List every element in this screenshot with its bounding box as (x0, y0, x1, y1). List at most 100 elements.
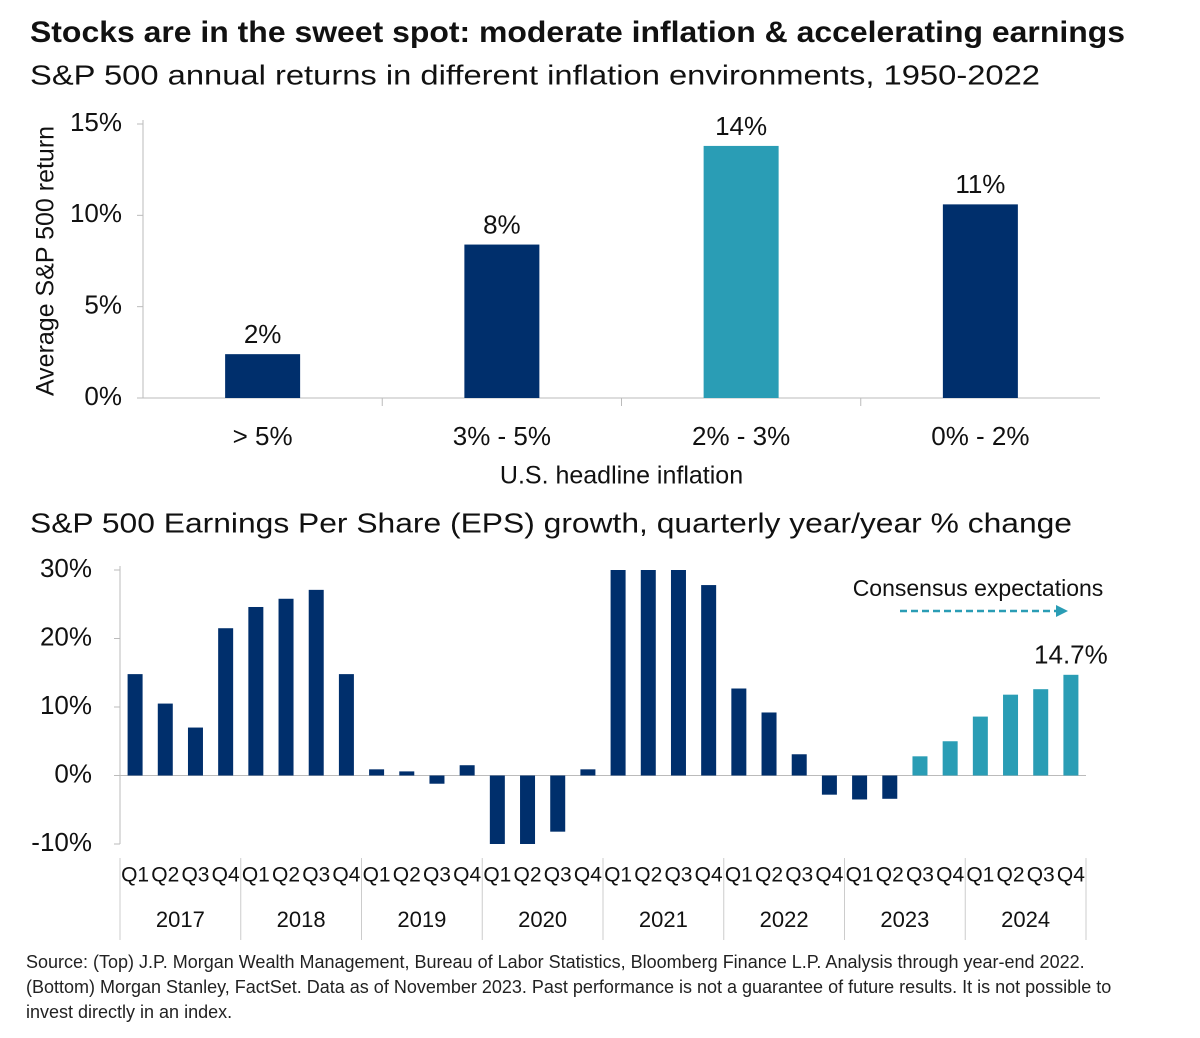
bar (670, 570, 686, 776)
x-tick-label: Q3 (785, 864, 813, 887)
x-tick-label: Q4 (574, 864, 602, 887)
x-group-label: 2019 (397, 907, 446, 932)
x-tick-label: Q3 (906, 864, 934, 887)
y-tick-label: 0% (84, 381, 122, 411)
bar (218, 628, 234, 776)
x-tick-label: Q1 (363, 864, 391, 887)
bar (821, 775, 837, 795)
bar (399, 771, 415, 776)
x-tick-label: Q2 (997, 864, 1025, 887)
x-group-label: 2024 (1001, 907, 1050, 932)
bar (701, 585, 717, 776)
bar (550, 775, 566, 832)
x-tick-label: Q1 (121, 864, 149, 887)
bar (459, 765, 475, 776)
bar (942, 741, 958, 776)
x-tick-label: Q1 (242, 864, 270, 887)
y-axis-label: Average S&P 500 return (32, 126, 60, 396)
x-tick-label: Q4 (212, 864, 240, 887)
y-tick-label: 5% (84, 290, 122, 320)
bar (942, 204, 1018, 398)
x-tick-label: Q1 (725, 864, 753, 887)
x-tick-label: Q2 (755, 864, 783, 887)
chart: Stocks are in the sweet spot: moderate i… (30, 16, 1125, 940)
x-tick-label: 2% - 3% (692, 421, 790, 451)
x-tick-label: Q3 (1027, 864, 1055, 887)
y-tick-label: 20% (40, 621, 92, 651)
x-tick-label: Q4 (332, 864, 360, 887)
x-tick-label: Q3 (664, 864, 692, 887)
bar (248, 606, 264, 776)
x-tick-label: Q4 (936, 864, 964, 887)
y-tick-label: 10% (40, 690, 92, 720)
bar (610, 570, 626, 776)
x-tick-label: 3% - 5% (453, 421, 551, 451)
data-label: 14% (715, 111, 767, 141)
annotation: Consensus expectations (853, 575, 1104, 601)
bar (912, 756, 928, 776)
bar (429, 775, 445, 784)
x-tick-label: Q3 (302, 864, 330, 887)
bar (731, 688, 747, 776)
bar (852, 775, 868, 800)
x-tick-label: Q3 (544, 864, 572, 887)
y-tick-label: -10% (31, 827, 92, 857)
x-tick-label: Q2 (393, 864, 421, 887)
x-tick-label: Q3 (181, 864, 209, 887)
x-group-label: 2022 (760, 907, 809, 932)
chart-subtitle: S&P 500 annual returns in different infl… (30, 59, 1040, 90)
bar (761, 712, 777, 776)
x-tick-label: Q4 (453, 864, 481, 887)
x-tick-label: 0% - 2% (931, 421, 1029, 451)
x-tick-label: Q2 (272, 864, 300, 887)
bar (489, 775, 505, 844)
x-tick-label: Q4 (815, 864, 843, 887)
x-group-label: 2021 (639, 907, 688, 932)
x-axis-label: U.S. headline inflation (500, 462, 743, 490)
data-label: 14.7% (1034, 640, 1108, 670)
bar (127, 674, 143, 776)
x-tick-label: Q2 (634, 864, 662, 887)
data-label: 2% (244, 319, 282, 349)
bar (369, 769, 385, 776)
y-tick-label: 30% (40, 553, 92, 583)
x-tick-label: Q1 (966, 864, 994, 887)
bar (464, 244, 540, 398)
bar (791, 754, 807, 776)
x-tick-label: Q2 (876, 864, 904, 887)
x-group-label: 2018 (277, 907, 326, 932)
x-group-label: 2017 (156, 907, 205, 932)
x-tick-label: Q4 (695, 864, 723, 887)
bar (225, 354, 301, 398)
bar (308, 589, 324, 776)
x-tick-label: Q2 (514, 864, 542, 887)
x-tick-label: > 5% (233, 421, 293, 451)
bar (703, 145, 779, 398)
bar (1033, 689, 1049, 776)
bar (187, 727, 203, 776)
bar (882, 775, 898, 799)
source-note: Source: (Top) J.P. Morgan Wealth Managem… (26, 952, 1112, 1022)
x-tick-label: Q4 (1057, 864, 1085, 887)
data-label: 11% (955, 169, 1005, 199)
bar (1003, 694, 1019, 776)
x-tick-label: Q1 (846, 864, 874, 887)
data-label: 8% (483, 209, 521, 239)
x-group-label: 2020 (518, 907, 567, 932)
bar (972, 716, 988, 776)
page-title: Stocks are in the sweet spot: moderate i… (30, 16, 1125, 49)
x-tick-label: Q3 (423, 864, 451, 887)
y-tick-label: 15% (70, 107, 122, 137)
bar (580, 769, 596, 776)
bar (157, 703, 173, 776)
y-tick-label: 0% (54, 758, 92, 788)
bar (278, 598, 294, 776)
bar (1063, 674, 1079, 776)
chart-subtitle: S&P 500 Earnings Per Share (EPS) growth,… (30, 507, 1072, 538)
bar (520, 775, 536, 844)
bar (640, 570, 656, 776)
y-tick-label: 10% (70, 198, 122, 228)
x-tick-label: Q1 (604, 864, 632, 887)
bar (338, 674, 354, 776)
